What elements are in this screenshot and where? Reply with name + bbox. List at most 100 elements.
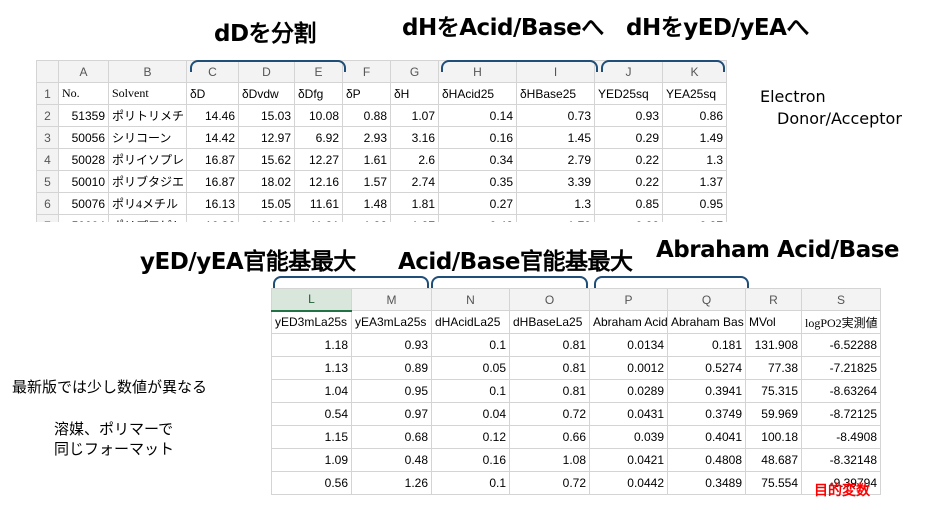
row-number[interactable]: 5 [36, 170, 59, 193]
table-cell[interactable]: 0.1 [431, 333, 510, 357]
table-cell[interactable]: 1.18 [271, 333, 352, 357]
table-cell[interactable]: 1.04 [271, 379, 352, 403]
table-cell[interactable]: 14.46 [186, 104, 239, 127]
row-number[interactable]: 2 [36, 104, 59, 127]
table-cell[interactable]: 0.97 [351, 402, 432, 426]
table-cell[interactable]: 0.12 [431, 425, 510, 449]
table-cell[interactable]: 0.181 [667, 333, 746, 357]
table-cell[interactable]: 14.42 [186, 126, 239, 149]
table-cell[interactable]: 0.04 [431, 402, 510, 426]
table-cell[interactable]: 0.87 [662, 214, 727, 222]
table-cell[interactable]: 1.87 [390, 214, 439, 222]
table-cell[interactable]: 15.03 [238, 104, 295, 127]
header-cell[interactable]: YEA25sq [662, 82, 727, 105]
table-cell[interactable]: 3.16 [390, 126, 439, 149]
table-cell[interactable]: 1.57 [342, 170, 391, 193]
header-cell[interactable]: δHBase25 [516, 82, 595, 105]
table-cell[interactable]: 12.16 [294, 170, 343, 193]
table-cell[interactable]: 0.5274 [667, 356, 746, 380]
column-header[interactable]: M [351, 288, 432, 311]
table-cell[interactable]: 0.16 [438, 126, 517, 149]
table-cell[interactable]: -8.72125 [801, 402, 881, 426]
table-cell[interactable]: 0.29 [594, 126, 663, 149]
table-cell[interactable]: 50010 [58, 170, 109, 193]
table-cell[interactable]: 0.54 [271, 402, 352, 426]
header-cell[interactable]: Abraham Acid [589, 310, 668, 334]
row-number[interactable]: 4 [36, 148, 59, 171]
table-cell[interactable]: 2.6 [390, 148, 439, 171]
table-cell[interactable]: 0.1 [431, 379, 510, 403]
table-cell[interactable]: 1.81 [390, 192, 439, 215]
table-cell[interactable]: 0.35 [438, 170, 517, 193]
header-cell[interactable]: δD [186, 82, 239, 105]
table-cell[interactable]: 16.87 [186, 170, 239, 193]
table-cell[interactable]: 0.0421 [589, 448, 668, 472]
table-cell[interactable]: 2.79 [516, 148, 595, 171]
column-header[interactable]: O [509, 288, 590, 311]
table-cell[interactable]: 18.02 [238, 170, 295, 193]
table-cell[interactable]: 0.73 [516, 104, 595, 127]
table-cell[interactable]: 15.62 [238, 148, 295, 171]
table-cell[interactable]: ポリトリメチ [108, 104, 187, 127]
table-cell[interactable]: 6.92 [294, 126, 343, 149]
header-cell[interactable]: dHBaseLa25 [509, 310, 590, 334]
table-cell[interactable]: 16.13 [186, 192, 239, 215]
header-cell[interactable]: Abraham Bas [667, 310, 746, 334]
table-cell[interactable]: 0.0012 [589, 356, 668, 380]
table-cell[interactable]: 0.27 [438, 192, 517, 215]
column-header[interactable]: Q [667, 288, 746, 311]
table-cell[interactable]: 0.22 [594, 214, 663, 222]
table-cell[interactable]: 0.88 [342, 104, 391, 127]
table-cell[interactable]: 0.16 [431, 448, 510, 472]
table-cell[interactable]: 1.13 [271, 356, 352, 380]
row-number[interactable]: 6 [36, 192, 59, 215]
table-cell[interactable]: 0.3489 [667, 471, 746, 495]
table-cell[interactable]: 0.039 [589, 425, 668, 449]
table-cell[interactable]: -6.52288 [801, 333, 881, 357]
table-cell[interactable]: 48.687 [745, 448, 802, 472]
table-cell[interactable]: 1.08 [509, 448, 590, 472]
row-number[interactable]: 1 [36, 82, 59, 105]
table-cell[interactable]: 59.969 [745, 402, 802, 426]
table-cell[interactable]: 2.93 [342, 126, 391, 149]
table-cell[interactable]: 0.72 [509, 402, 590, 426]
table-cell[interactable]: 12.27 [294, 148, 343, 171]
table-cell[interactable]: 10.08 [294, 104, 343, 127]
table-cell[interactable]: 0.81 [509, 379, 590, 403]
table-cell[interactable]: -8.4908 [801, 425, 881, 449]
row-number[interactable]: 3 [36, 126, 59, 149]
column-header[interactable]: F [342, 60, 391, 83]
table-cell[interactable]: 1.79 [516, 214, 595, 222]
table-cell[interactable]: 21.96 [238, 214, 295, 222]
table-cell[interactable]: 0.66 [509, 425, 590, 449]
column-header[interactable]: A [58, 60, 109, 83]
table-cell[interactable]: シリコーン [108, 126, 187, 149]
table-cell[interactable]: 0.95 [351, 379, 432, 403]
header-cell[interactable]: dHAcidLa25 [431, 310, 510, 334]
table-cell[interactable]: 11.61 [294, 192, 343, 215]
row-number[interactable]: 7 [36, 214, 59, 222]
header-cell[interactable]: yED3mLa25s [271, 310, 352, 334]
table-cell[interactable]: 1.49 [662, 126, 727, 149]
table-cell[interactable]: 1.3 [662, 148, 727, 171]
table-cell[interactable]: 1.15 [271, 425, 352, 449]
table-cell[interactable]: 0.0134 [589, 333, 668, 357]
table-cell[interactable]: 0.14 [438, 104, 517, 127]
table-cell[interactable]: 0.0289 [589, 379, 668, 403]
table-cell[interactable]: -8.32148 [801, 448, 881, 472]
table-cell[interactable]: 16.36 [186, 214, 239, 222]
table-cell[interactable]: 1.07 [390, 104, 439, 127]
table-cell[interactable]: 0.4041 [667, 425, 746, 449]
header-cell[interactable]: δHAcid25 [438, 82, 517, 105]
table-cell[interactable]: 0.68 [351, 425, 432, 449]
table-cell[interactable]: 0.81 [509, 333, 590, 357]
table-cell[interactable]: 0.22 [594, 170, 663, 193]
table-cell[interactable]: 0.56 [271, 471, 352, 495]
table-cell[interactable]: -8.63264 [801, 379, 881, 403]
table-cell[interactable]: 50056 [58, 126, 109, 149]
table-cell[interactable]: 2.74 [390, 170, 439, 193]
table-cell[interactable]: 12.97 [238, 126, 295, 149]
table-cell[interactable]: 131.908 [745, 333, 802, 357]
table-cell[interactable]: ポリイソプレ [108, 148, 187, 171]
header-cell[interactable]: No. [58, 82, 109, 105]
